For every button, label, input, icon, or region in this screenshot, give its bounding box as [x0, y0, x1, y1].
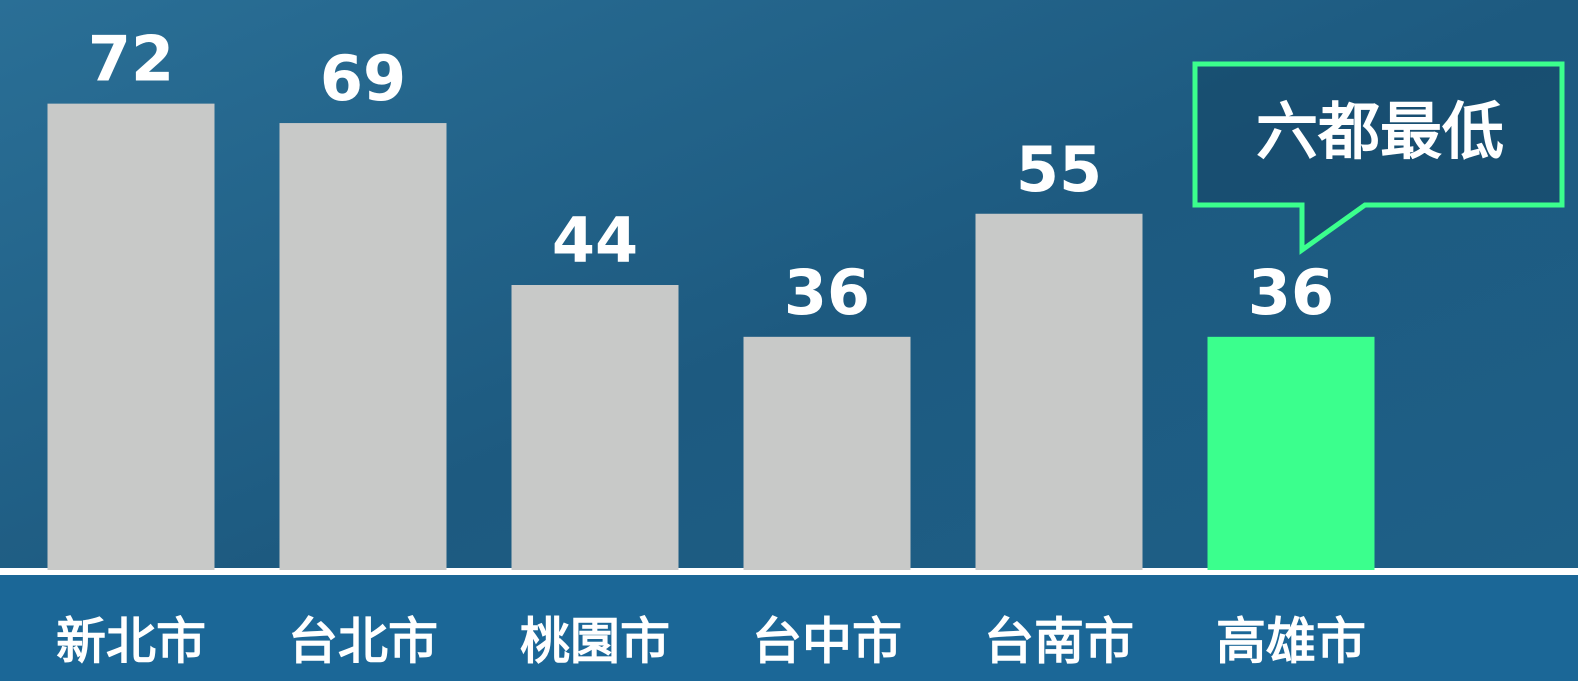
- bar: [975, 213, 1143, 570]
- x-tick-label: 台北市: [288, 613, 438, 671]
- x-tick-label: 高雄市: [1216, 613, 1366, 671]
- callout: 六都最低: [1192, 61, 1565, 255]
- x-tick-label: 桃園市: [520, 613, 670, 671]
- label-strip: [0, 575, 1578, 681]
- value-label: 36: [784, 256, 870, 329]
- callout-box: [1192, 61, 1565, 255]
- bar: [743, 336, 911, 570]
- value-label: 36: [1248, 256, 1334, 329]
- annotation: 六都最低: [1256, 95, 1504, 168]
- value-label: 72: [88, 23, 174, 96]
- value-label: 55: [1016, 133, 1102, 206]
- value-label: 44: [552, 204, 638, 277]
- x-tick-label: 台南市: [984, 613, 1134, 671]
- bar: [47, 103, 215, 571]
- x-tick-label: 新北市: [56, 613, 206, 671]
- bar: [279, 123, 447, 571]
- x-tick-label: 台中市: [752, 613, 902, 671]
- value-label: 69: [320, 42, 406, 115]
- baseline: [0, 568, 1578, 575]
- bar: [511, 285, 679, 570]
- bar: [1207, 336, 1375, 570]
